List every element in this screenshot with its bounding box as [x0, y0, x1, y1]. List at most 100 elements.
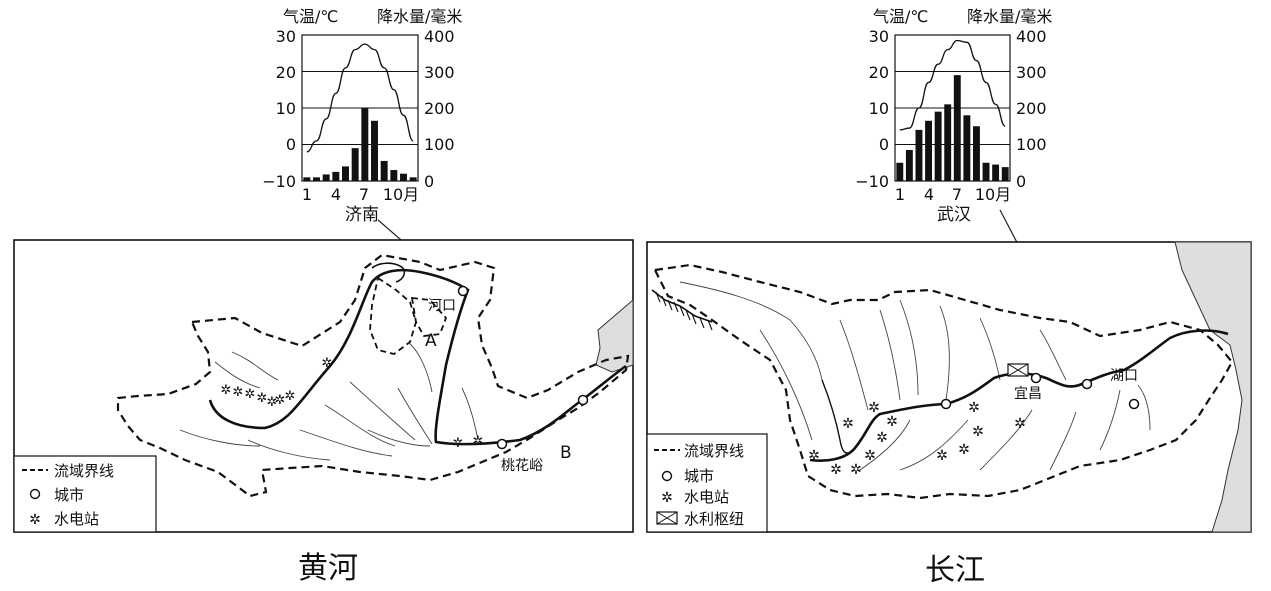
hydro-station-icon: ✲: [661, 490, 673, 506]
precipitation-bar: [342, 166, 349, 181]
hydro-station-icon: ✲: [842, 416, 854, 432]
temp-tick: −10: [262, 172, 296, 191]
temperature-line: [306, 43, 414, 153]
yangtze-river-map: ✲ ✲ ✲ ✲ ✲ ✲ ✲ ✲ ✲ ✲ ✲ ✲ ✲ 宜昌 湖口: [646, 241, 1252, 533]
precip-tick: 300: [1016, 63, 1047, 82]
legend: 流域界线 城市 ✲ 水电站: [13, 455, 157, 533]
precipitation-bar: [390, 170, 398, 181]
precip-tick: 0: [424, 172, 434, 191]
city-jinan-marker: [577, 394, 589, 406]
temp-axis-label: 气温/℃: [873, 7, 928, 26]
city-symbol-icon: [29, 488, 41, 500]
precip-tick: 0: [1016, 172, 1026, 191]
label-taohuayu: 桃花峪: [501, 458, 543, 474]
temp-axis-label: 气温/℃: [283, 7, 338, 26]
hydro-station-icon: ✲: [221, 383, 232, 398]
city-chongqing-marker: [940, 398, 952, 410]
yellow-river-map: ✲ ✲ ✲ ✲ ✲ ✲ ✲ ✲ ✲ ✲ 河口 A 桃花峪 B 流域界线 城市 ✲…: [13, 239, 634, 533]
precip-axis-ticks: 400 300 200 100 0: [424, 27, 455, 191]
hydro-station-icon: ✲: [257, 391, 268, 406]
precipitation-bar: [953, 75, 961, 181]
city-wuhan-marker: [1081, 378, 1093, 390]
precipitation-bar: [992, 164, 1000, 181]
temperature-line: [899, 39, 1006, 131]
legend-label: 城市: [54, 486, 84, 504]
precipitation-bar: [905, 149, 913, 181]
precipitation-bar: [963, 115, 971, 181]
wuhan-climate-chart: 气温/℃ 降水量/毫米 30 20 10 0 −10 400 300 200 1…: [855, 7, 1052, 225]
city-hukou-marker: [1128, 398, 1140, 410]
hydro-station-icon: ✲: [968, 400, 980, 416]
temp-tick: 10: [869, 99, 889, 118]
temp-tick: 20: [276, 63, 296, 82]
sea-area: [1174, 241, 1252, 533]
hydro-station-icon: ✲: [958, 442, 970, 458]
jinan-climate-chart: 气温/℃ 降水量/毫米 30 20 10 0 −10 400 300 200 1…: [262, 7, 462, 225]
precip-axis-label: 降水量/毫米: [967, 7, 1052, 26]
hydro-station-icon: ✲: [876, 430, 888, 446]
precipitation-bar: [896, 162, 904, 181]
temp-tick: 30: [869, 27, 889, 46]
precipitation-bar: [409, 177, 417, 181]
hydro-station-icon: ✲: [267, 395, 278, 410]
water-hub-icon: [656, 511, 678, 525]
precip-tick: 300: [424, 63, 455, 82]
hydro-station-icon: ✲: [233, 385, 244, 400]
precipitation-bar: [371, 120, 378, 181]
inner-basin-boundary: [410, 296, 448, 337]
basin-boundary: [653, 263, 1234, 500]
temp-tick: −10: [855, 172, 889, 191]
tributaries: [679, 281, 1151, 471]
temp-tick: 20: [869, 63, 889, 82]
precip-axis-ticks: 400 300 200 100 0: [1016, 27, 1047, 191]
hydro-station-icon: ✲: [245, 387, 256, 402]
precipitation-bar: [313, 177, 320, 181]
hydro-station-icon: ✲: [868, 400, 880, 416]
legend: 流域界线 城市 ✲ 水电站 水利枢纽: [646, 433, 768, 533]
month-tick: 1: [895, 185, 905, 204]
plot-area: [894, 34, 1011, 182]
precipitation-bar: [944, 104, 952, 181]
hydro-station-icon: ✲: [864, 448, 876, 464]
mountain-hatch: [655, 291, 713, 331]
legend-label: 城市: [684, 467, 714, 485]
precipitation-bar: [973, 126, 980, 181]
precip-tick: 200: [1016, 99, 1047, 118]
precipitation-bar: [351, 148, 359, 181]
basin-boundary: [116, 253, 630, 498]
city-name: 济南: [345, 205, 379, 225]
city-hekou-marker: [457, 285, 469, 297]
legend-label: 流域界线: [54, 462, 114, 480]
precipitation-bar: [925, 120, 932, 181]
sea-area: [595, 298, 634, 373]
label-hukou: 湖口: [1110, 368, 1138, 384]
precipitation-bar: [380, 160, 388, 181]
precip-axis-label: 降水量/毫米: [377, 7, 462, 26]
hydro-station-icon: ✲: [886, 414, 898, 430]
month-tick: 7: [952, 185, 962, 204]
hydro-station-icon: ✲: [1014, 416, 1026, 432]
precip-tick: 400: [424, 27, 455, 46]
temp-tick: 0: [286, 135, 296, 154]
plot-area: [301, 34, 419, 182]
temp-axis-ticks: 30 20 10 0 −10: [855, 27, 889, 191]
month-tick: 4: [331, 185, 341, 204]
hydro-station-icon: ✲: [830, 462, 842, 478]
temp-axis-ticks: 30 20 10 0 −10: [262, 27, 296, 191]
hydro-stations: ✲ ✲ ✲ ✲ ✲ ✲ ✲ ✲ ✲ ✲ ✲ ✲ ✲: [808, 400, 1026, 478]
month-ticks: 1 4 7 10月: [302, 185, 419, 204]
hydro-station-icon: ✲: [972, 424, 984, 440]
hydro-station-icon: ✲: [473, 434, 484, 449]
precip-tick: 100: [1016, 135, 1047, 154]
month-tick: 10月: [975, 185, 1011, 204]
label-A: A: [425, 331, 437, 351]
hydro-station-icon: ✲: [29, 512, 41, 528]
month-tick: 1: [302, 185, 312, 204]
upper-branch: [821, 379, 856, 454]
hydro-station-icon: ✲: [936, 448, 948, 464]
month-ticks: 1 4 7 10月: [895, 185, 1011, 204]
legend-label: 流域界线: [684, 442, 744, 460]
label-hekou: 河口: [428, 298, 456, 314]
hydro-stations: ✲ ✲ ✲ ✲ ✲ ✲ ✲ ✲ ✲ ✲: [221, 356, 484, 451]
